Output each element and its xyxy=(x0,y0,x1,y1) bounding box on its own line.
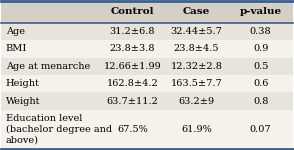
Text: Age: Age xyxy=(6,27,25,36)
Text: 0.5: 0.5 xyxy=(253,62,268,71)
Bar xyxy=(228,57,293,75)
Text: BMI: BMI xyxy=(6,44,27,53)
Bar xyxy=(164,40,228,57)
Bar xyxy=(164,110,228,149)
Bar xyxy=(228,110,293,149)
Text: Education level
(bachelor degree and
above): Education level (bachelor degree and abo… xyxy=(6,114,112,144)
Bar xyxy=(228,93,293,110)
Text: Weight: Weight xyxy=(6,97,40,106)
Bar xyxy=(164,1,228,22)
Bar xyxy=(1,93,101,110)
Text: 162.8±4.2: 162.8±4.2 xyxy=(106,79,158,88)
Bar xyxy=(101,57,164,75)
Bar xyxy=(101,40,164,57)
Text: Case: Case xyxy=(183,8,210,16)
Bar xyxy=(164,93,228,110)
Text: 67.5%: 67.5% xyxy=(117,125,148,134)
Text: 32.44±5.7: 32.44±5.7 xyxy=(171,27,223,36)
Text: 0.6: 0.6 xyxy=(253,79,268,88)
Text: 63.7±11.2: 63.7±11.2 xyxy=(106,97,158,106)
Bar xyxy=(1,57,101,75)
Bar xyxy=(101,110,164,149)
Bar xyxy=(164,57,228,75)
Bar xyxy=(228,1,293,22)
Text: 31.2±6.8: 31.2±6.8 xyxy=(110,27,155,36)
Text: 0.9: 0.9 xyxy=(253,44,268,53)
Bar xyxy=(1,75,101,93)
Text: Age at menarche: Age at menarche xyxy=(6,62,90,71)
Text: Control: Control xyxy=(111,8,154,16)
Bar xyxy=(164,22,228,40)
Text: 61.9%: 61.9% xyxy=(181,125,212,134)
Bar xyxy=(228,22,293,40)
Bar xyxy=(228,40,293,57)
Text: 163.5±7.7: 163.5±7.7 xyxy=(171,79,222,88)
Text: 63.2±9: 63.2±9 xyxy=(178,97,215,106)
Bar xyxy=(101,75,164,93)
Text: p-value: p-value xyxy=(240,8,282,16)
Text: 0.38: 0.38 xyxy=(250,27,271,36)
Text: 12.66±1.99: 12.66±1.99 xyxy=(103,62,161,71)
Bar xyxy=(1,1,101,22)
Bar xyxy=(101,22,164,40)
Bar xyxy=(1,22,101,40)
Bar xyxy=(1,110,101,149)
Bar xyxy=(1,40,101,57)
Bar xyxy=(164,75,228,93)
Text: 12.32±2.8: 12.32±2.8 xyxy=(171,62,223,71)
Text: 23.8±3.8: 23.8±3.8 xyxy=(110,44,155,53)
Text: 0.07: 0.07 xyxy=(250,125,271,134)
Text: 0.8: 0.8 xyxy=(253,97,268,106)
Text: 23.8±4.5: 23.8±4.5 xyxy=(174,44,219,53)
Text: Height: Height xyxy=(6,79,40,88)
Bar xyxy=(101,1,164,22)
Bar xyxy=(228,75,293,93)
Bar xyxy=(101,93,164,110)
